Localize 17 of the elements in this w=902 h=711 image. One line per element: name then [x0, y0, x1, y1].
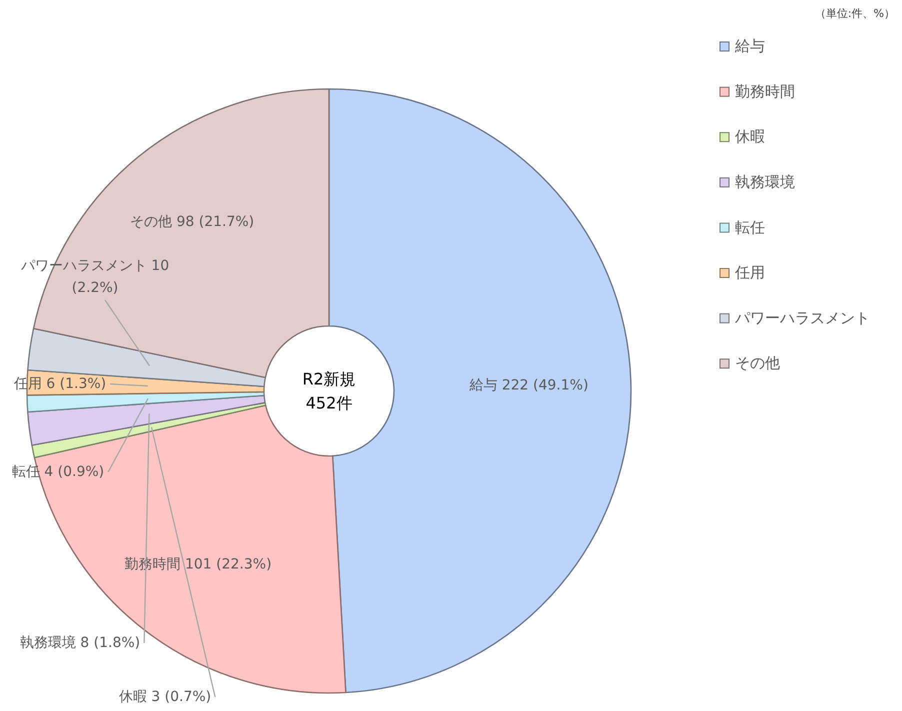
text: 452件	[306, 393, 352, 412]
legend-label: 休暇	[735, 128, 765, 146]
text: R2新規	[302, 369, 356, 388]
legend-label: 任用	[734, 264, 765, 282]
legend-label: パワーハラスメント	[734, 308, 870, 327]
legend-label: 給与	[734, 37, 765, 56]
category-label: 執務環境 8 (1.8%)	[20, 634, 140, 651]
chart-subtitle: （単位:件、%）	[814, 7, 895, 20]
legend-label: その他	[735, 354, 780, 372]
category-label: 給与 222 (49.1%)	[469, 377, 588, 394]
category-label: その他 98 (21.7%)	[130, 214, 254, 230]
legend-label: 執務環境	[735, 172, 795, 192]
legend-label: 勤務時間	[735, 82, 795, 100]
donut-slice	[27, 394, 266, 446]
text: (2.2%)	[72, 280, 118, 296]
legend-label: 転任	[735, 218, 765, 236]
category-label: 休暇 3 (0.7%)	[118, 688, 212, 705]
